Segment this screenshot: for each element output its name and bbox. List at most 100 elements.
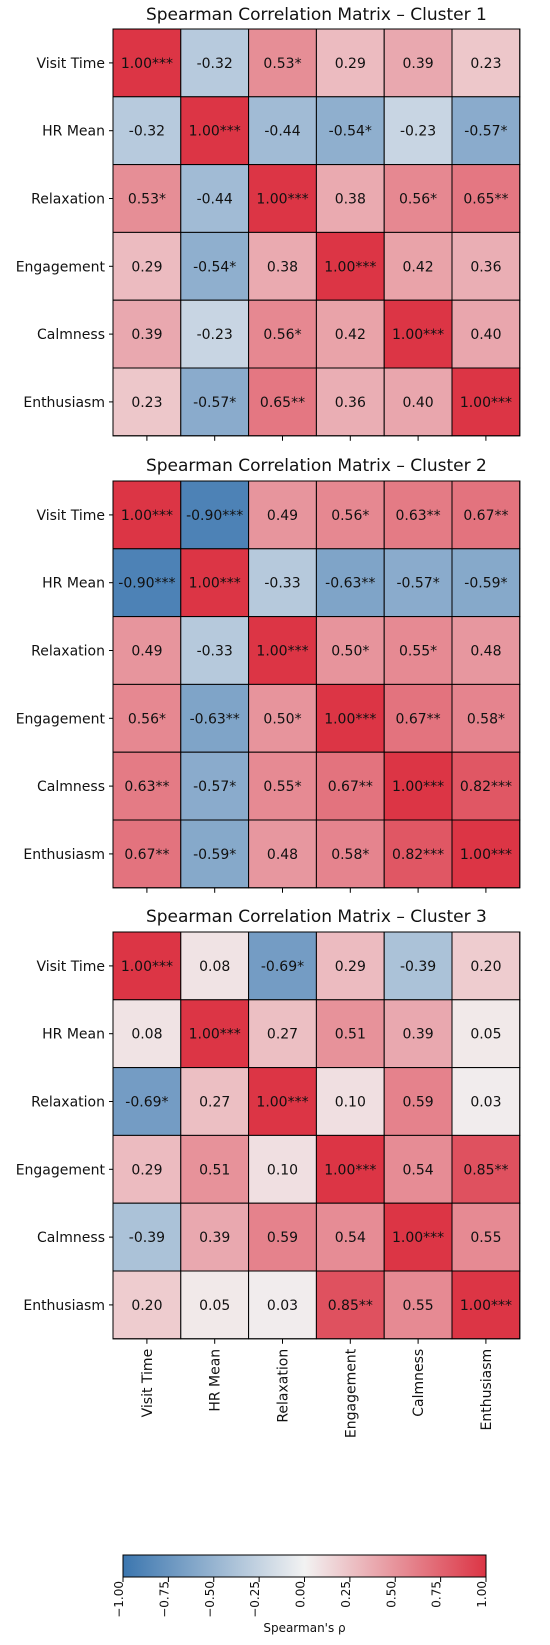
cell-label: 0.82*** [460,779,512,795]
cell-label: -0.63** [325,576,375,592]
cell-label: -0.44 [264,124,300,140]
cell-label: 0.55 [470,1230,501,1246]
cell-label: 0.49 [267,508,298,524]
cell-label: 0.51 [199,1162,230,1178]
cell-label: 0.29 [131,259,162,275]
colorbar-tick-label: 0.25 [339,1581,353,1608]
cell-label: -0.57* [464,124,507,140]
heatmap-cell [112,299,182,369]
heatmap-cell [180,28,250,98]
heatmap-cell [451,96,521,166]
cell-label: 0.29 [131,1162,162,1178]
cell-label: 0.03 [470,1095,501,1111]
heatmap-cell [248,231,317,301]
cell-label: 0.40 [403,395,434,411]
colorbar [122,1554,487,1578]
colorbar-tick-label: −0.25 [248,1581,262,1618]
y-tick-label: Calmness [37,779,105,795]
cell-label: 1.00*** [392,779,444,795]
cell-label: 0.54 [403,1162,434,1178]
heatmap-cell [180,548,250,618]
cell-label: -0.57* [193,779,236,795]
cell-label: 0.20 [131,1298,162,1314]
cell-label: 1.00*** [189,1027,241,1043]
cell-label: 0.48 [267,847,298,863]
colorbar-tick-label: 0.50 [384,1581,398,1608]
cell-label: 0.65** [260,395,305,411]
heatmap-frame [112,931,521,1340]
cell-label: 0.27 [199,1095,230,1111]
heatmap-cell [180,819,250,889]
cell-label: 0.10 [267,1162,298,1178]
cell-label: 0.55 [403,1298,434,1314]
cell-label: 0.56* [263,327,301,343]
cell-label: 0.48 [470,644,501,660]
y-tick-label: Visit Time [36,56,105,72]
heatmap-cell [315,299,385,369]
y-tick-label: Visit Time [36,959,105,975]
cell-label: 1.00*** [460,847,512,863]
cell-label: 0.23 [470,56,501,72]
cell-label: 0.56* [399,192,437,208]
heatmap-cell [315,683,385,753]
heatmap-cell [248,1270,317,1340]
cell-label: 0.08 [131,1027,162,1043]
cell-label: 1.00*** [392,1230,444,1246]
cell-label: -0.39 [400,959,436,975]
heatmap-cell [112,480,182,550]
heatmap-cell [248,299,317,369]
cell-label: 0.23 [131,395,162,411]
heatmap-cell [451,1067,521,1136]
cell-label: -0.69* [125,1095,168,1111]
heatmap-cell [451,931,521,1001]
heatmap-cell [451,683,521,753]
heatmap-cell [383,683,453,753]
y-tick-label: HR Mean [42,1027,105,1043]
cell-label: -0.57* [193,395,236,411]
cell-label: 0.67** [396,711,441,727]
colorbar-tick-label: 1.00 [475,1581,489,1608]
cell-label: -0.23 [400,124,436,140]
cell-label: 0.39 [403,1027,434,1043]
cell-label: 0.58* [467,711,505,727]
cell-label: -0.44 [197,192,233,208]
heatmap-cell [315,28,385,98]
cell-label: 1.00*** [189,576,241,592]
heatmap-cell [112,1134,182,1204]
heatmap-cell [180,231,250,301]
cell-label: 0.82*** [392,847,444,863]
cell-label: -0.32 [129,124,165,140]
chart-title: Spearman Correlation Matrix – Cluster 3 [146,907,487,927]
heatmap-cell [383,164,453,233]
heatmap-cell [112,999,182,1069]
heatmap-cell [451,28,521,98]
cell-label: 0.53* [128,192,166,208]
cell-label: 1.00*** [460,395,512,411]
cell-label: -0.32 [197,56,233,72]
heatmap-cell [383,231,453,301]
cell-label: -0.33 [197,644,233,660]
heatmap-cell [451,1202,521,1272]
x-tick-label: HR Mean [208,1349,224,1412]
heatmap-cell [112,1067,182,1136]
heatmap-cell [180,683,250,753]
cell-label: 1.00*** [121,508,173,524]
cell-label: 0.67** [124,847,169,863]
y-tick-label: HR Mean [42,124,105,140]
x-tick-label: Calmness [411,1349,427,1417]
heatmap-cell [315,1067,385,1136]
cell-label: -0.90*** [186,508,243,524]
heatmap-cell [383,1270,453,1340]
heatmap-cell [112,28,182,98]
y-tick-label: HR Mean [42,576,105,592]
heatmap-cell [451,999,521,1069]
y-tick-label: Enthusiasm [23,395,105,411]
heatmap-cell [180,931,250,1001]
cell-label: -0.39 [129,1230,165,1246]
colorbar-tick-label: 0.00 [294,1581,308,1608]
heatmap-cell [180,1202,250,1272]
cell-label: 0.40 [470,327,501,343]
cell-label: 0.58* [331,847,369,863]
